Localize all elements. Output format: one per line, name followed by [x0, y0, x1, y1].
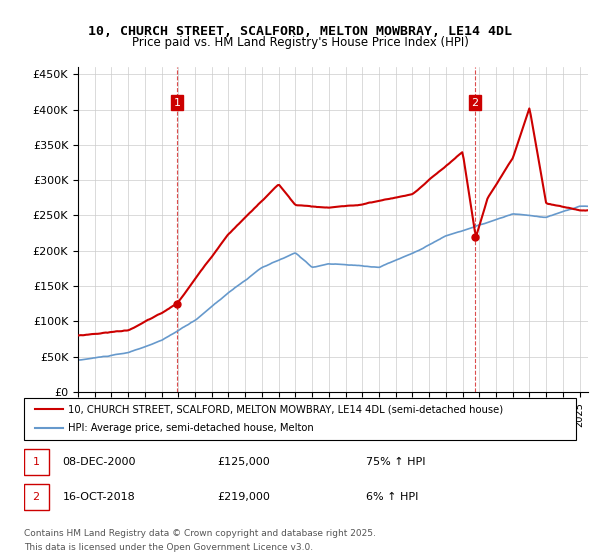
- Text: 10, CHURCH STREET, SCALFORD, MELTON MOWBRAY, LE14 4DL: 10, CHURCH STREET, SCALFORD, MELTON MOWB…: [88, 25, 512, 38]
- Text: This data is licensed under the Open Government Licence v3.0.: This data is licensed under the Open Gov…: [24, 543, 313, 552]
- Text: 10, CHURCH STREET, SCALFORD, MELTON MOWBRAY, LE14 4DL (semi-detached house): 10, CHURCH STREET, SCALFORD, MELTON MOWB…: [68, 404, 503, 414]
- Text: Contains HM Land Registry data © Crown copyright and database right 2025.: Contains HM Land Registry data © Crown c…: [24, 529, 376, 538]
- Text: Price paid vs. HM Land Registry's House Price Index (HPI): Price paid vs. HM Land Registry's House …: [131, 36, 469, 49]
- Text: 6% ↑ HPI: 6% ↑ HPI: [366, 492, 419, 502]
- Text: £219,000: £219,000: [217, 492, 270, 502]
- Text: 16-OCT-2018: 16-OCT-2018: [62, 492, 136, 502]
- Text: 75% ↑ HPI: 75% ↑ HPI: [366, 457, 426, 467]
- FancyBboxPatch shape: [24, 484, 49, 510]
- Text: 1: 1: [32, 457, 40, 467]
- FancyBboxPatch shape: [24, 449, 49, 475]
- Text: £125,000: £125,000: [217, 457, 270, 467]
- Text: 1: 1: [173, 97, 181, 108]
- Text: 2: 2: [472, 97, 479, 108]
- Text: 2: 2: [32, 492, 40, 502]
- FancyBboxPatch shape: [24, 398, 576, 440]
- Text: 08-DEC-2000: 08-DEC-2000: [62, 457, 136, 467]
- Text: HPI: Average price, semi-detached house, Melton: HPI: Average price, semi-detached house,…: [68, 423, 314, 433]
